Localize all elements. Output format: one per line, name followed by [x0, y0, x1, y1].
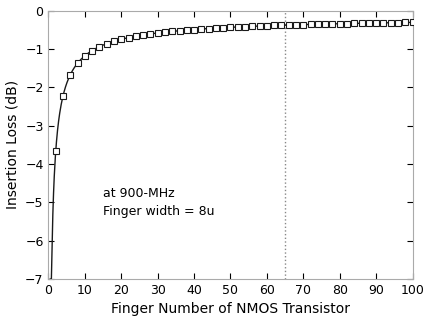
Y-axis label: Insertion Loss (dB): Insertion Loss (dB): [6, 80, 19, 209]
X-axis label: Finger Number of NMOS Transistor: Finger Number of NMOS Transistor: [111, 302, 350, 317]
Text: at 900-MHz
Finger width = 8u: at 900-MHz Finger width = 8u: [103, 187, 215, 218]
